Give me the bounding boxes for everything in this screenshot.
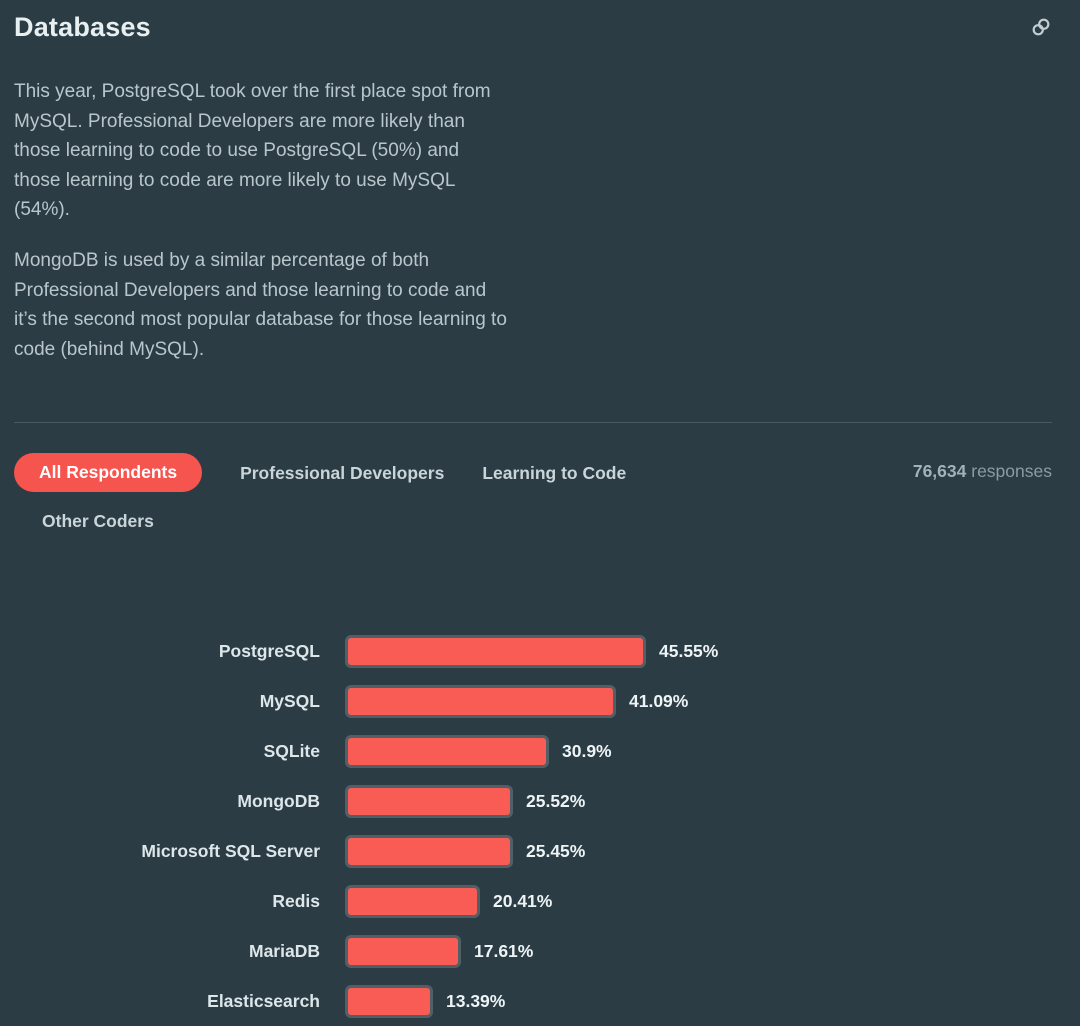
databases-section: Databases This year, PostgreSQL took ove…	[14, 8, 1052, 1018]
bar-label: Redis	[272, 890, 320, 911]
bar-value: 30.9%	[562, 740, 612, 761]
chart-row: Redis 20.41%	[14, 876, 1052, 926]
description-paragraph-2: MongoDB is used by a similar percentage …	[14, 249, 507, 360]
bar-label: MariaDB	[249, 940, 320, 961]
divider	[14, 422, 1052, 424]
chart-row: MongoDB 25.52%	[14, 776, 1052, 826]
chart-row: MySQL 41.09%	[14, 676, 1052, 726]
bar-value: 13.39%	[446, 990, 506, 1011]
bar[interactable]	[345, 934, 461, 968]
bar-value: 25.45%	[526, 840, 586, 861]
bar[interactable]	[345, 784, 513, 818]
section-description: This year, PostgreSQL took over the firs…	[14, 77, 1052, 364]
page-title: Databases	[14, 12, 151, 42]
bar[interactable]	[345, 984, 433, 1018]
responses-suffix: responses	[971, 461, 1052, 482]
tab-learning-to-code[interactable]: Learning to Code	[482, 454, 626, 492]
bar-value: 20.41%	[493, 890, 553, 911]
bar-value: 45.55%	[659, 640, 719, 661]
chart-row: SQLite 30.9%	[14, 726, 1052, 776]
tab-other-coders[interactable]: Other Coders	[42, 502, 154, 540]
filter-tabs-row: All Respondents Professional Developers Le…	[14, 453, 1052, 540]
description-paragraph-1: This year, PostgreSQL took over the firs…	[14, 81, 491, 221]
anchor-link-icon	[1030, 18, 1052, 41]
bar-label: Elasticsearch	[207, 990, 320, 1011]
filter-tabs: All Respondents Professional Developers Le…	[14, 453, 714, 540]
bar-value: 25.52%	[526, 790, 586, 811]
chart-row: Microsoft SQL Server 25.45%	[14, 826, 1052, 876]
section-header: Databases	[14, 8, 1052, 46]
bar-label: SQLite	[263, 740, 320, 761]
chart-row: PostgreSQL 45.55%	[14, 626, 1052, 676]
chart-row: MariaDB 17.61%	[14, 926, 1052, 976]
bar[interactable]	[345, 684, 616, 718]
bar-label: MongoDB	[237, 790, 320, 811]
bar[interactable]	[345, 634, 646, 668]
anchor-link-button[interactable]	[1030, 16, 1052, 38]
bar[interactable]	[345, 734, 549, 768]
bar-label: Microsoft SQL Server	[141, 840, 320, 861]
bar-label: PostgreSQL	[218, 640, 320, 661]
bar[interactable]	[345, 834, 513, 868]
responses-count: 76,634 responses	[913, 461, 1052, 482]
bar[interactable]	[345, 884, 480, 918]
bar-value: 41.09%	[629, 690, 689, 711]
chart-row: Elasticsearch 13.39%	[14, 976, 1052, 1026]
responses-number: 76,634	[912, 461, 967, 482]
bar-value: 17.61%	[474, 940, 534, 961]
tab-professional-developers[interactable]: Professional Developers	[240, 454, 444, 492]
databases-bar-chart: PostgreSQL 45.55% MySQL 41.09% SQLite 30.9% Mo…	[14, 626, 1052, 1026]
bar-label: MySQL	[259, 690, 320, 711]
tab-all-respondents[interactable]: All Respondents	[14, 453, 203, 493]
